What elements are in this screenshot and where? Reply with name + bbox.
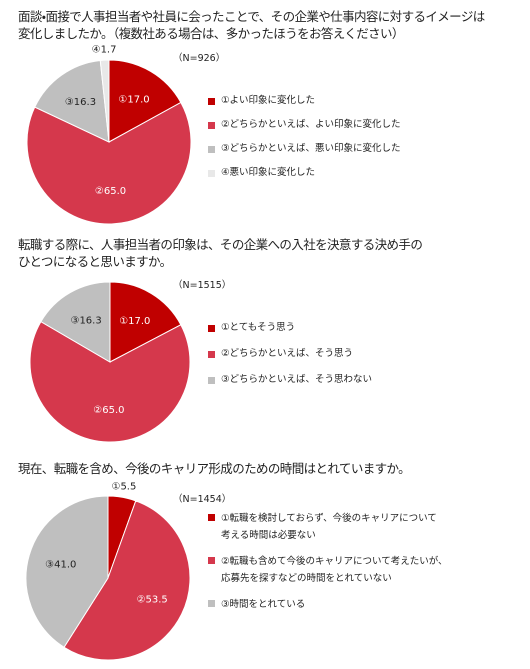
legend-swatch (208, 170, 215, 177)
chart-subtitle: （N=1515） (173, 280, 232, 291)
pie-slice (108, 59, 182, 143)
pie-chart: ①17.0 ②65.0 ③16.3 ④1.7 (26, 44, 192, 225)
legend-label: ①よい印象に変化した (221, 95, 316, 106)
legend-item: ③時間をとれている (208, 596, 448, 613)
chart-title: 現在、転職を含め、今後のキャリア形成のための時間はとれていますか。 (18, 461, 411, 476)
slice-label: ③41.0 (45, 559, 76, 570)
slice-label: ③16.3 (70, 315, 101, 326)
slice-label: ①17.0 (118, 95, 149, 106)
legend-item: ①とてもそう思う (208, 321, 372, 334)
legend-swatch (208, 146, 215, 153)
chart-subtitle: （N=1454） (173, 494, 232, 505)
chart-section: ①17.0 ②65.0 ③16.3 ④1.7 面談・面接で人事担当者や社員に会ったことで… (0, 0, 530, 228)
slice-label: ①5.5 (111, 482, 136, 493)
pie-chart: ①17.0 ②65.0 ③16.3 (29, 281, 191, 443)
legend-label: ①とてもそう思う (221, 322, 296, 333)
legend-swatch (208, 377, 215, 384)
legend-item: ①転職を検討しておらず、今後のキャリアについて 考える時間は必要ない (208, 510, 448, 544)
chart-title: 面談・面接で人事担当者や社員に会ったことで、その企業や仕事内容に対するイメージは… (18, 9, 485, 41)
legend-swatch (208, 600, 215, 607)
legend-label: ③どちらかといえば、そう思わない (221, 374, 373, 385)
legend: ①とてもそう思う ②どちらかといえば、そう思う ③どちらかといえば、そう思わない (208, 321, 372, 386)
legend-label: ④悪い印象に変化した (221, 167, 316, 178)
pie-slice (63, 500, 191, 661)
chart-section: ①5.5 ②53.5 ③41.0 現在、転職を含め、今後のキャリア形成のための時間はと… (0, 457, 530, 669)
legend-item: ②どちらかといえば、よい印象に変化した (208, 118, 401, 131)
legend-label: ①転職を検討しておらず、今後のキャリアについて 考える時間は必要ない (221, 513, 437, 541)
legend-item: ②どちらかといえば、そう思う (208, 347, 372, 360)
legend-item: ②転職も含めて今後のキャリアについて考えたいが、 応募先を探すなどの時間をとれて… (208, 553, 448, 587)
legend-label: ③どちらかといえば、悪い印象に変化した (221, 143, 401, 154)
pie-slice (29, 320, 191, 443)
legend: ①転職を検討しておらず、今後のキャリアについて 考える時間は必要ない ②転職も含め… (208, 510, 448, 613)
slice-label: ③16.3 (65, 97, 96, 108)
pie-slice (109, 281, 182, 363)
slice-label: ①17.0 (119, 316, 150, 327)
legend-item: ①よい印象に変化した (208, 94, 401, 107)
pie-slice (40, 281, 111, 363)
pie-slice (26, 101, 192, 225)
legend-swatch (208, 122, 215, 129)
chart-subtitle: （N=926） (173, 53, 226, 64)
legend-swatch (208, 557, 215, 564)
legend-swatch (208, 325, 215, 332)
legend: ①よい印象に変化した ②どちらかといえば、よい印象に変化した ③どちらかといえば、悪… (208, 94, 401, 179)
slice-label: ④1.7 (92, 44, 117, 55)
pie-slice (34, 59, 110, 143)
legend-swatch (208, 351, 215, 358)
pie-slice (25, 495, 109, 648)
legend-swatch (208, 98, 215, 105)
legend-label: ②どちらかといえば、そう思う (221, 348, 354, 359)
legend-label: ②どちらかといえば、よい印象に変化した (221, 119, 401, 130)
chart-section: ①17.0 ②65.0 ③16.3 転職する際に、人事担当者の印象は、その企業への入社… (0, 232, 530, 454)
pie-slice (99, 59, 110, 143)
legend-label: ②転職も含めて今後のキャリアについて考えたいが、 応募先を探すなどの時間をとれて… (221, 556, 448, 584)
pie-chart: ①5.5 ②53.5 ③41.0 (25, 482, 191, 661)
slice-label: ②65.0 (95, 186, 126, 197)
legend-item: ③どちらかといえば、そう思わない (208, 373, 372, 386)
slice-label: ②65.0 (93, 405, 124, 416)
legend-item: ④悪い印象に変化した (208, 166, 401, 179)
slice-label: ②53.5 (137, 595, 168, 606)
legend-label: ③時間をとれている (221, 599, 306, 610)
legend-swatch (208, 514, 215, 521)
chart-title: 転職する際に、人事担当者の印象は、その企業への入社を決意する決め手の ひとつにな… (18, 237, 423, 269)
legend-item: ③どちらかといえば、悪い印象に変化した (208, 142, 401, 155)
